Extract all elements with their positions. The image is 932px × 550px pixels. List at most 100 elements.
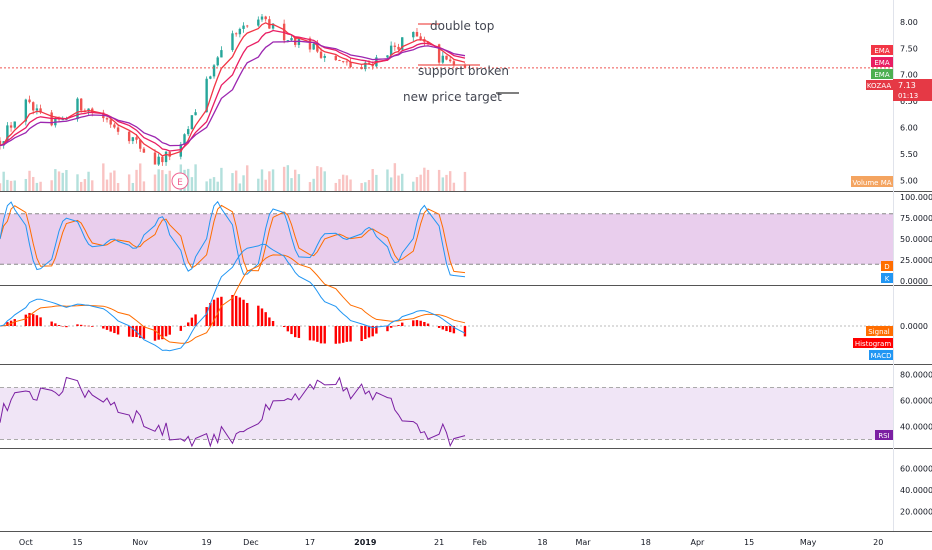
earnings-marker[interactable] [171, 172, 189, 190]
volume-bar [441, 177, 445, 191]
histogram-bar [441, 326, 445, 330]
stoch-band-fill [0, 213, 893, 265]
candle-body [334, 55, 337, 61]
time-tick-label: Oct [19, 538, 33, 547]
histogram-bar [13, 319, 16, 326]
histogram-bar [116, 326, 120, 335]
volume-bar [282, 166, 286, 191]
histogram-bar [367, 326, 371, 338]
volume-bar [419, 174, 422, 191]
candle-body [448, 59, 452, 62]
volume-bar [319, 167, 323, 191]
ema-tag-1 [871, 45, 893, 55]
volume-bar [437, 169, 441, 191]
candle-body [445, 55, 448, 60]
histogram-bar [393, 325, 397, 327]
volume-bar [50, 180, 53, 191]
histogram-bar [257, 305, 260, 326]
empty-pane-tick-label: 60.0000 [900, 464, 932, 473]
histogram-bar [294, 326, 297, 338]
volume-bar [334, 182, 337, 191]
volume-bar [91, 180, 94, 191]
candle-body [312, 43, 315, 50]
histogram-bar [260, 308, 264, 326]
volume-bar [271, 169, 275, 191]
histogram-bar [6, 322, 9, 326]
volume-bar [83, 179, 87, 191]
candle-body [116, 127, 120, 132]
price-axis-ticks[interactable]: 8.00 7.50 7.00 6.50 6.00 5.50 5.00 100.0000 75.0… [900, 18, 932, 517]
candle-body [349, 62, 352, 68]
volume-bar [268, 171, 271, 191]
volume-bar [57, 171, 61, 191]
candle-body [231, 33, 234, 51]
time-tick-label: 17 [305, 538, 315, 547]
indicator-tags: D K Signal Histogram MACD RSI [853, 261, 893, 440]
histogram-bar [57, 325, 61, 326]
histogram-bar [79, 324, 83, 326]
candle-body [139, 139, 142, 149]
histogram-bar [338, 326, 341, 344]
annotation-new-price-target[interactable]: new price target [403, 90, 502, 104]
ema-tag-3 [871, 69, 893, 79]
candle-body [345, 61, 349, 63]
histogram-bar [401, 322, 404, 326]
candle-body [127, 131, 131, 142]
volume-bar [463, 171, 467, 191]
candle-body [290, 38, 293, 41]
candle-body [79, 98, 83, 111]
volume-bar [135, 169, 138, 191]
candle-body [109, 119, 112, 125]
candle-body [168, 151, 171, 157]
rsi-tick-label: 40.0000 [900, 423, 932, 432]
earnings-marker-label[interactable]: E [177, 178, 183, 188]
candle-body [319, 51, 323, 58]
histogram-bar [308, 326, 312, 341]
stoch-d-tag [881, 261, 893, 271]
candle-body [24, 99, 28, 122]
volume-bar [109, 172, 112, 191]
volume-bar [445, 174, 448, 191]
time-tick-label: 21 [434, 538, 444, 547]
histogram-bar [463, 326, 467, 337]
volume-bar [216, 181, 219, 191]
volume-bar [367, 179, 371, 191]
histogram-bar [168, 326, 171, 335]
histogram-tag [853, 338, 893, 348]
candle-body [268, 19, 271, 29]
candle-body [463, 65, 467, 68]
histogram-bar [205, 307, 208, 326]
annotation-support-broken[interactable]: support broken [418, 64, 509, 78]
volume-bar [61, 172, 64, 191]
price-tick-label: 6.00 [900, 124, 918, 133]
candle-body [76, 98, 79, 120]
histogram-bar [220, 296, 223, 326]
time-axis-ticks[interactable]: Oct 15 Nov 19 Dec 17 2019 21 Feb 18 Mar 18 Apr 15 May 2… [19, 538, 883, 547]
annotation-double-top[interactable]: double top [430, 19, 494, 33]
rsi-tag-label: RSI [878, 432, 889, 440]
volume-bar [87, 171, 90, 191]
histogram-bar [113, 326, 116, 334]
volume-bar [39, 181, 42, 191]
volume-bar [294, 169, 297, 191]
histogram-bar [54, 323, 57, 326]
drawings[interactable]: double top support broken new price targ… [171, 19, 519, 190]
volume-bar [139, 163, 142, 191]
volume-bar [389, 177, 393, 191]
volume-bar [364, 182, 367, 191]
signal-tag-label: Signal [868, 328, 890, 336]
volume-bar [264, 179, 267, 191]
time-tick-label: 2019 [354, 538, 377, 547]
histogram-bar [375, 326, 378, 334]
signal-tag [866, 326, 893, 336]
candle-body [264, 16, 267, 20]
candle-body [39, 108, 42, 113]
ema-mid-line [0, 29, 466, 152]
histogram-bar [271, 321, 275, 326]
histogram-bar [319, 326, 323, 344]
volume-bar [157, 169, 160, 191]
macd-lines [0, 243, 467, 352]
stoch-k-line [0, 200, 466, 278]
histogram-bar [323, 326, 326, 344]
